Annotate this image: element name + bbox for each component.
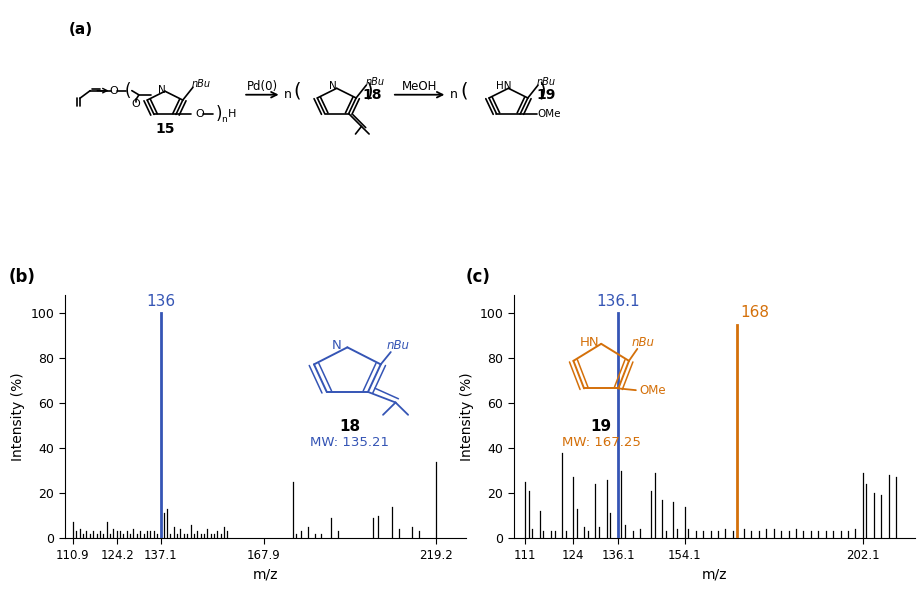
Text: nBu: nBu xyxy=(192,79,211,89)
Text: n: n xyxy=(450,89,458,101)
Text: 18: 18 xyxy=(362,88,383,102)
Text: OMe: OMe xyxy=(538,109,561,118)
Text: ): ) xyxy=(539,81,546,100)
Text: (a): (a) xyxy=(69,23,93,38)
Text: O: O xyxy=(195,109,204,120)
Text: 136.1: 136.1 xyxy=(596,294,640,309)
Y-axis label: Intensity (%): Intensity (%) xyxy=(460,373,474,461)
X-axis label: m/z: m/z xyxy=(252,567,278,581)
Text: (: ( xyxy=(294,81,301,100)
Text: 136: 136 xyxy=(146,294,176,309)
Text: MeOH: MeOH xyxy=(402,80,438,93)
Text: H: H xyxy=(228,109,237,120)
Text: (: ( xyxy=(460,81,468,100)
Text: ): ) xyxy=(365,81,372,100)
Text: nBu: nBu xyxy=(365,77,384,87)
Text: Pd(0): Pd(0) xyxy=(247,80,278,93)
Text: O: O xyxy=(110,86,118,96)
X-axis label: m/z: m/z xyxy=(701,567,727,581)
Text: N: N xyxy=(330,81,337,91)
Text: HN: HN xyxy=(495,81,511,91)
Text: n: n xyxy=(221,115,226,124)
Text: 19: 19 xyxy=(536,88,555,102)
Text: ): ) xyxy=(215,105,222,123)
Text: N: N xyxy=(158,85,165,95)
Text: n: n xyxy=(284,89,291,101)
Text: nBu: nBu xyxy=(537,77,556,87)
Text: (b): (b) xyxy=(8,268,35,286)
Text: (c): (c) xyxy=(466,268,491,286)
Y-axis label: Intensity (%): Intensity (%) xyxy=(11,373,25,461)
Text: (: ( xyxy=(125,82,131,100)
Text: O: O xyxy=(132,99,140,109)
Text: 15: 15 xyxy=(155,121,175,136)
Text: 168: 168 xyxy=(740,305,770,320)
